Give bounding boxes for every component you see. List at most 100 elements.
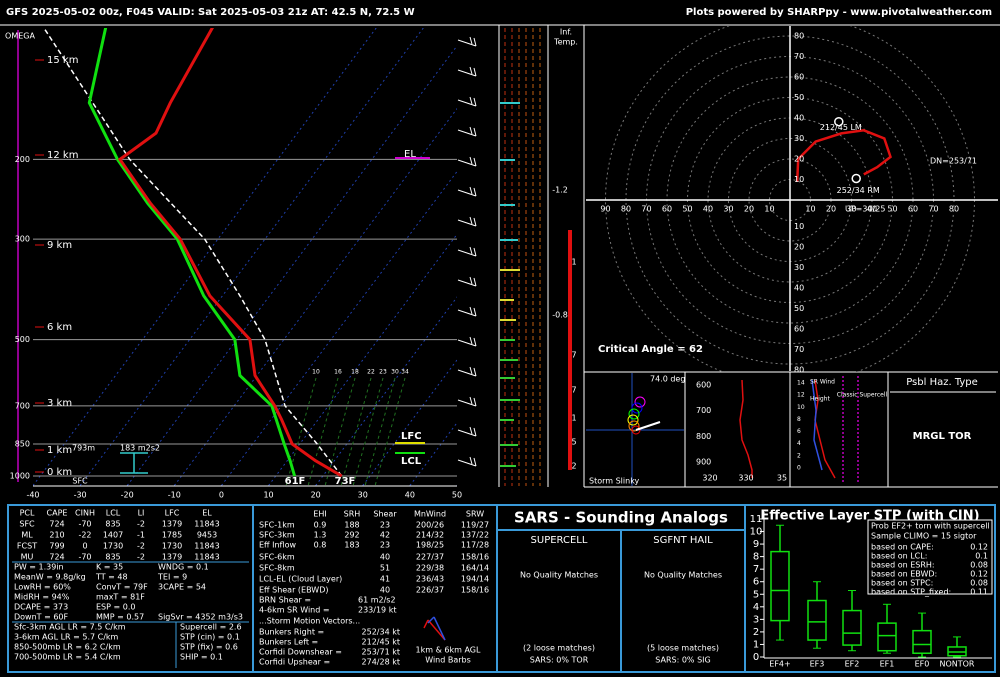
mixing-ratio-line <box>374 377 406 486</box>
stp-y-label: 11 <box>750 514 763 525</box>
thermo-cell: 11843 <box>194 553 219 562</box>
kin-cell: 158/16 <box>461 553 489 562</box>
header-left: GFS 2025-05-02 00z, F045 VALID: Sat 2025… <box>6 7 415 18</box>
wind-barb <box>457 186 477 197</box>
kin-cell: LCL-EL (Cloud Layer) <box>259 575 342 584</box>
mixing-ratio-label: 34 <box>401 369 409 376</box>
composite-index: STP (cin) = 0.1 <box>180 633 240 642</box>
kin-cell: 42 <box>380 531 390 540</box>
index-value: WNDG = 0.1 <box>158 563 209 572</box>
hazard-title: Psbl Haz. Type <box>906 377 978 388</box>
inf-temp-title: Inf. <box>560 28 572 37</box>
prob-value: 0.1 <box>975 552 988 561</box>
inf-temp-value: 5 <box>571 438 576 447</box>
index-value: TEI = 9 <box>157 573 187 582</box>
thermo-cell: 724 <box>49 553 64 562</box>
x-tick-label: 50 <box>452 491 462 500</box>
y-tick-label: 300 <box>15 235 30 244</box>
theta-x-label: 35 <box>777 474 787 483</box>
kin-cell: 0.8 <box>314 541 327 550</box>
sr-note: Classic Supercell <box>837 392 888 399</box>
index-value: LowRH = 60% <box>14 583 71 592</box>
hodo-x-label: 60 <box>662 205 672 214</box>
height-label: 12 km <box>47 150 78 161</box>
x-tick-label: 20 <box>311 491 321 500</box>
kin-value: 61 m2/s2 <box>358 596 396 605</box>
isotherm <box>126 45 457 486</box>
el-label: EL <box>404 149 416 160</box>
box <box>807 599 827 641</box>
kin-cell: SFC-8km <box>259 564 295 573</box>
hodo-y-label: 40 <box>794 114 804 123</box>
motion-label: Corfidi Upshear = <box>259 658 330 667</box>
thermo-cell: ML <box>21 531 33 540</box>
hodo-y-label: 70 <box>794 345 804 354</box>
temperature-profile <box>117 28 343 478</box>
motion-value: 274/28 kt <box>362 658 400 667</box>
y-tick-label: 850 <box>15 440 30 449</box>
kin-cell: Eff Inflow <box>259 541 296 550</box>
stp-category: EF4+ <box>769 660 790 669</box>
mixing-ratio-line <box>307 377 339 486</box>
stp-y-label: 10 <box>750 527 763 538</box>
hodo-y-label: 40 <box>794 284 804 293</box>
slinky-angle: 74.0 deg <box>650 375 685 384</box>
stp-y-label: 0 <box>753 652 759 663</box>
hodo-x-label: 60 <box>908 205 918 214</box>
kin-cell: SFC-1km <box>259 521 295 530</box>
kin-cell: Eff Shear (EBWD) <box>259 586 328 595</box>
wind-barb <box>457 426 477 437</box>
theta-e-profile <box>739 379 753 478</box>
kin-cell: 0.9 <box>314 521 327 530</box>
box <box>877 622 897 652</box>
prob-label: based on ESRH: <box>871 561 935 570</box>
thermo-header: LFC <box>165 509 180 518</box>
omega-ticks <box>500 102 520 467</box>
prob-value: 0.12 <box>970 543 988 552</box>
sr-wind-label: Height <box>810 396 830 403</box>
thermo-cell: SFC <box>19 520 35 529</box>
header-right: Plots powered by SHARPpy - www.pivotalwe… <box>686 7 992 18</box>
x-tick-label: -10 <box>168 491 181 500</box>
height-label: 6 km <box>47 322 72 333</box>
thermo-cell: 724 <box>49 520 64 529</box>
wind-barb <box>457 36 477 47</box>
hodo-y-label: 80 <box>794 366 804 375</box>
hodo-y-label: 30 <box>794 134 804 143</box>
mixing-ratio-label: 18 <box>351 369 359 376</box>
kin-cell: 117/28 <box>461 541 489 550</box>
theta-y-label: 900 <box>696 458 711 467</box>
inf-temp-value: 7 <box>571 351 576 360</box>
sr-height-label: 0 <box>797 465 801 472</box>
composite-index: Supercell = 2.6 <box>180 623 242 632</box>
y-tick-label: 500 <box>15 335 30 344</box>
critical-angle: Critical Angle = 62 <box>598 344 703 355</box>
prob-value: 0.08 <box>970 561 988 570</box>
thermo-cell: 835 <box>105 520 120 529</box>
hodo-x-label: 30 <box>846 205 856 214</box>
lfc-label: LFC <box>401 431 422 442</box>
hodo-x-label: 40 <box>867 205 877 214</box>
hodo-y-label: 80 <box>794 32 804 41</box>
thermo-cell: -70 <box>78 520 91 529</box>
lcl-label: LCL <box>401 456 422 467</box>
kin-label: BRN Shear = <box>259 596 311 605</box>
index-value: ConvT = 79F <box>96 583 148 592</box>
hodo-y-label: 10 <box>794 175 804 184</box>
index-value: MMP = 0.57 <box>96 613 144 622</box>
wind-barb <box>457 156 477 167</box>
inf-temp-value: -0.8 <box>552 311 568 320</box>
stp-y-label: 3 <box>753 614 759 625</box>
sars-matches: No Quality Matches <box>644 571 722 580</box>
thermo-header: CAPE <box>47 509 68 518</box>
inf-temp-value: 7 <box>571 386 576 395</box>
kin-cell: 198/25 <box>416 541 444 550</box>
hodo-y-label: 70 <box>794 52 804 61</box>
hodo-x-label: 90 <box>600 205 610 214</box>
thermo-header: EL <box>202 509 212 518</box>
index-value: 3CAPE = 54 <box>158 583 206 592</box>
kin-header: EHI <box>313 510 326 519</box>
sr-wind-label: SR Wind <box>810 379 835 386</box>
mixing-ratio-label: 30 <box>391 369 399 376</box>
wind-barb <box>457 216 477 227</box>
